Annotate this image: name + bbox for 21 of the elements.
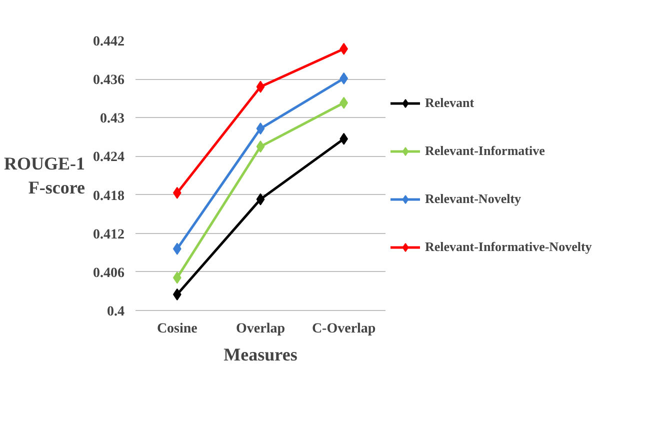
x-tick-label: Cosine bbox=[156, 322, 198, 336]
y-tick-label: 0.442 bbox=[93, 34, 124, 50]
legend-label: Relevant-Informative bbox=[425, 143, 545, 159]
y-tick-label: 0.424 bbox=[93, 150, 124, 166]
y-tick-label: 0.436 bbox=[93, 73, 124, 88]
x-tick-label: Overlap bbox=[236, 322, 286, 336]
x-axis-title: Measures bbox=[224, 344, 298, 364]
y-tick-label: 0.43 bbox=[100, 112, 124, 127]
legend-label: Relevant-Informative-Novelty bbox=[425, 239, 592, 255]
x-tick-label: C-Overlap bbox=[312, 322, 376, 336]
legend-label: Relevant-Novelty bbox=[425, 191, 522, 207]
y-axis-title: ROUGE-1 F-score bbox=[4, 154, 86, 198]
point bbox=[256, 193, 265, 206]
point bbox=[256, 140, 265, 153]
legend-label: Relevant bbox=[425, 95, 474, 111]
point bbox=[256, 80, 265, 93]
point bbox=[256, 122, 265, 135]
y-tick-label: 0.418 bbox=[93, 188, 124, 204]
y-tick-label: 0.412 bbox=[93, 227, 124, 242]
y-tick-label: 0.4 bbox=[107, 304, 124, 320]
y-tick-label: 0.406 bbox=[93, 266, 124, 281]
